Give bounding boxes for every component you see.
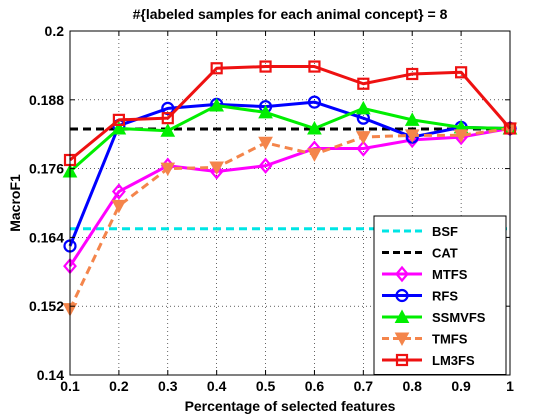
ticks: 0.1 0.2 0.3 0.4 0.5 0.6 0.7 0.8 0.9 1 0.14 0.152 0.1…: [29, 23, 514, 394]
data-point-tmfs: [453, 129, 469, 143]
legend-marker-ssmvfs: [394, 309, 410, 323]
y-tick-label: 0.2: [45, 23, 65, 39]
legend-marker-tmfs: [394, 332, 410, 347]
data-point-lm3fs: [406, 67, 419, 81]
x-tick-label: 0.4: [207, 378, 227, 394]
x-tick-label: 0.1: [60, 378, 80, 394]
legend-marker-lm3fs: [395, 353, 409, 367]
data-point-mtfs: [111, 183, 126, 200]
data-point-lm3fs: [357, 77, 370, 90]
x-tick-label: 0.5: [256, 378, 276, 394]
data-point-mtfs: [356, 140, 371, 157]
series-line-ssmvfs: [69, 104, 511, 173]
series-tmfs: [62, 122, 518, 317]
series-line-lm3fs: [69, 65, 512, 162]
data-point-ssmvfs: [209, 97, 225, 112]
legend-label-lm3fs: LM3FS: [432, 353, 475, 368]
legend: BSF CAT MTFS RFS SSMVFS TMFS LM3FS: [373, 215, 507, 375]
data-point-lm3fs: [308, 60, 321, 73]
series-layer: [62, 60, 518, 317]
legend-label-tmfs: TMFS: [432, 332, 468, 347]
series-line-mtfs: [68, 126, 511, 267]
y-tick-label: 0.14: [37, 367, 64, 383]
data-point-tmfs: [209, 161, 225, 176]
plot-frame: [69, 30, 511, 376]
data-point-tmfs: [160, 162, 176, 177]
data-point-tmfs: [258, 136, 273, 151]
legend-label-mtfs: MTFS: [432, 267, 468, 282]
data-point-mtfs: [209, 163, 224, 180]
data-point-tmfs: [111, 199, 127, 214]
x-tick-label: 0.3: [158, 378, 178, 394]
data-point-tmfs: [404, 129, 420, 143]
series-line-rfs: [68, 100, 511, 247]
x-tick-label: 0.8: [402, 378, 422, 394]
data-point-rfs: [307, 95, 322, 109]
legend-label-cat: CAT: [432, 246, 458, 261]
y-tick-label: 0.152: [29, 298, 64, 314]
legend-marker-rfs: [395, 288, 409, 303]
x-tick-label: 0.2: [109, 378, 129, 394]
data-point-mtfs: [258, 157, 273, 174]
x-tick-label: 1: [506, 378, 514, 394]
legend-marker-mtfs: [395, 265, 409, 283]
data-point-ssmvfs: [355, 100, 371, 115]
data-point-lm3fs: [112, 113, 125, 126]
legend-label-bsf: BSF: [432, 224, 458, 239]
legend-label-ssmvfs: SSMVFS: [432, 310, 486, 325]
data-point-lm3fs: [161, 112, 174, 125]
x-tick-label: 0.7: [354, 378, 374, 394]
y-tick-label: 0.176: [29, 161, 64, 177]
data-point-lm3fs: [210, 62, 223, 75]
data-point-ssmvfs: [111, 120, 127, 135]
chart-title: #{labeled samples for each animal concep…: [133, 6, 448, 22]
y-tick-label: 0.164: [29, 229, 64, 245]
data-point-ssmvfs: [404, 112, 420, 126]
x-axis-label: Percentage of selected features: [185, 398, 396, 414]
x-tick-label: 0.9: [451, 378, 471, 394]
data-point-ssmvfs: [307, 120, 322, 135]
series-line-tmfs: [68, 126, 511, 310]
data-point-tmfs: [307, 148, 322, 162]
data-point-lm3fs: [455, 66, 468, 79]
data-point-ssmvfs: [160, 123, 176, 137]
data-point-lm3fs: [259, 60, 272, 73]
y-axis-label: MacroF1: [7, 174, 23, 232]
x-tick-label: 0.6: [305, 378, 325, 394]
legend-label-rfs: RFS: [432, 289, 458, 304]
data-point-tmfs: [355, 131, 371, 145]
y-tick-label: 0.188: [29, 92, 64, 108]
data-point-ssmvfs: [258, 104, 273, 119]
